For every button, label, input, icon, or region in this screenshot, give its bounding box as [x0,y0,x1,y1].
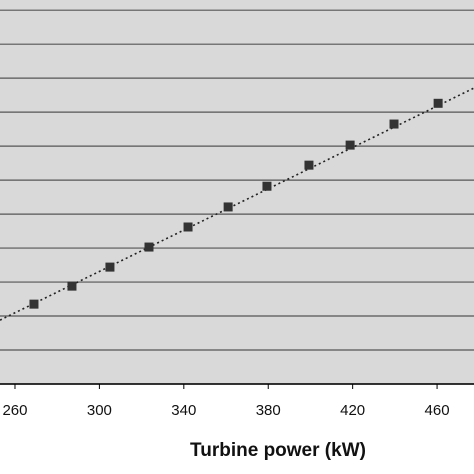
x-tick-label: 340 [171,402,196,419]
x-axis-label: Turbine power (kW) [190,440,366,461]
x-tick-label: 420 [340,402,365,419]
point [67,281,77,291]
x-tick-label: 460 [425,402,450,419]
point [105,262,115,272]
x-tick-label: 260 [2,402,27,419]
point [29,299,39,309]
point [144,242,154,252]
point [389,119,399,129]
x-tick-label: 380 [256,402,281,419]
x-tick-label: 300 [87,402,112,419]
point [345,140,355,150]
point [223,202,233,212]
point [183,222,193,232]
plot-area [0,0,474,384]
point [433,98,443,108]
point [262,181,272,191]
point [304,160,314,170]
